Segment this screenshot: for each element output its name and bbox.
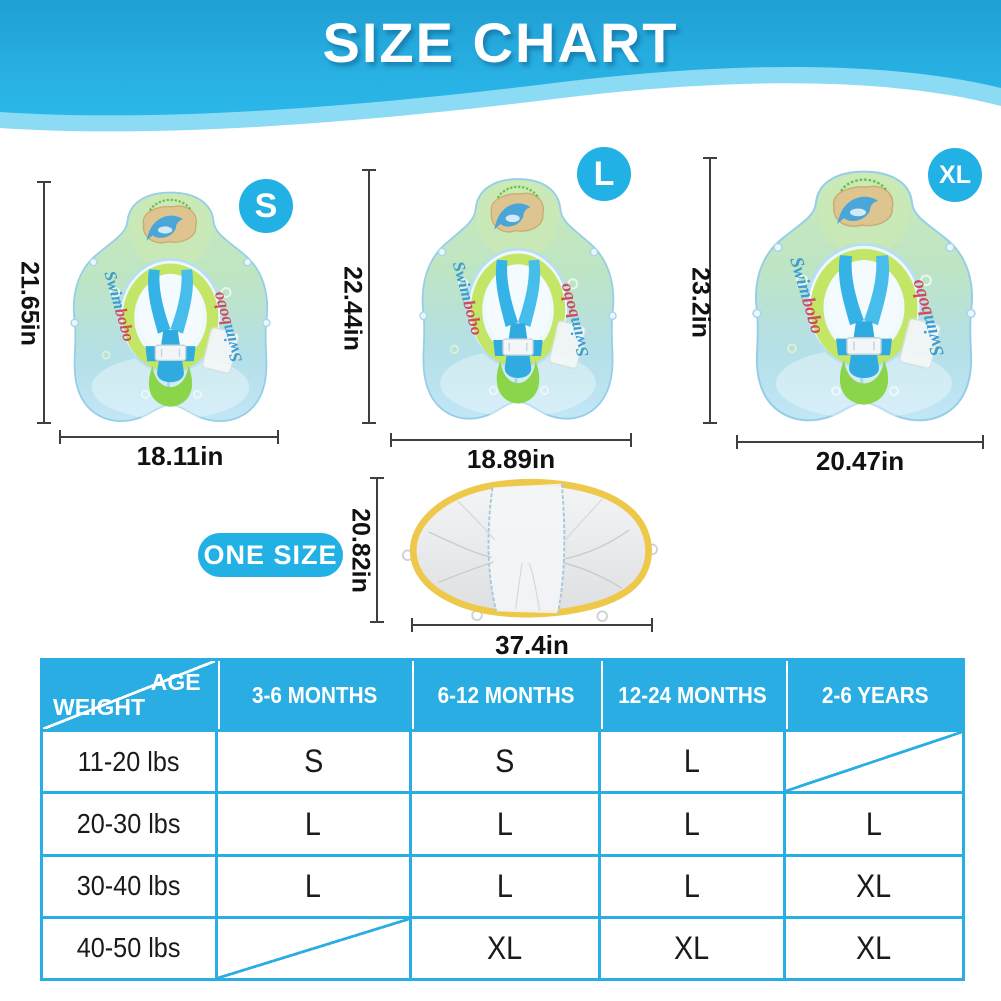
age-axis-label: AGE [150, 669, 201, 695]
row-label-40-50-lbs: 40-50 lbs [43, 918, 215, 978]
height-value-s: 21.65in [15, 261, 44, 346]
row-label-20-30-lbs: 20-30 lbs [43, 794, 215, 854]
width-dimension-line-canopy [411, 618, 653, 632]
width-dimension-line-s [59, 430, 279, 444]
one-size-badge: ONE SIZE [198, 533, 343, 577]
page-title: SIZE CHART [322, 11, 679, 74]
banner-wave [0, 0, 1001, 132]
size-cell: L [411, 856, 599, 916]
size-cell: L [217, 794, 409, 854]
size-cell: L [601, 732, 783, 792]
size-badge-xl: XL [928, 148, 982, 202]
size-cell: L [411, 794, 599, 854]
width-value-xl: 20.47in [815, 446, 905, 476]
size-cell: XL [411, 918, 599, 978]
size-cell: XL [601, 918, 783, 978]
height-value-xl: 23.2in [686, 267, 715, 338]
size-cell-not-applicable [785, 732, 962, 792]
height-dimension-line-s [37, 181, 51, 424]
height-dimension-line-l [362, 169, 376, 424]
row-label-11-20-lbs: 11-20 lbs [43, 732, 215, 792]
size-cell: XL [785, 918, 962, 978]
height-value-canopy: 20.82in [346, 508, 375, 593]
col-header-2-6-years: 2-6 YEARS [785, 661, 962, 730]
table-corner-cell: AGE WEIGHT [43, 661, 215, 730]
height-dimension-line-xl [703, 157, 717, 424]
height-dimension-line-canopy [370, 477, 384, 623]
size-cell: L [601, 856, 783, 916]
width-dimension-line-xl [736, 435, 984, 449]
size-cell: L [601, 794, 783, 854]
canopy-illustration [400, 472, 660, 622]
weight-axis-label: WEIGHT [53, 694, 145, 721]
col-header-6-12-months: 6-12 MONTHS [411, 661, 599, 730]
height-value-l: 22.44in [338, 266, 367, 351]
size-table: AGE WEIGHT 3-6 MONTHS 6-12 MONTHS 12-24 … [40, 658, 965, 981]
size-cell-not-applicable [217, 918, 409, 978]
width-value-s: 18.11in [136, 441, 224, 471]
width-value-l: 18.89in [466, 444, 556, 474]
col-header-12-24-months: 12-24 MONTHS [601, 661, 783, 730]
col-header-3-6-months: 3-6 MONTHS [217, 661, 409, 730]
size-cell: XL [785, 856, 962, 916]
size-cell: L [217, 856, 409, 916]
size-badge-s: S [239, 179, 293, 233]
width-value-canopy: 37.4in [495, 630, 569, 660]
size-cell: S [217, 732, 409, 792]
swim-float-l-illustration [412, 166, 624, 428]
size-cell: L [785, 794, 962, 854]
size-cell: S [411, 732, 599, 792]
size-badge-l: L [577, 147, 631, 201]
row-label-30-40-lbs: 30-40 lbs [43, 856, 215, 916]
width-dimension-line-l [390, 433, 632, 447]
